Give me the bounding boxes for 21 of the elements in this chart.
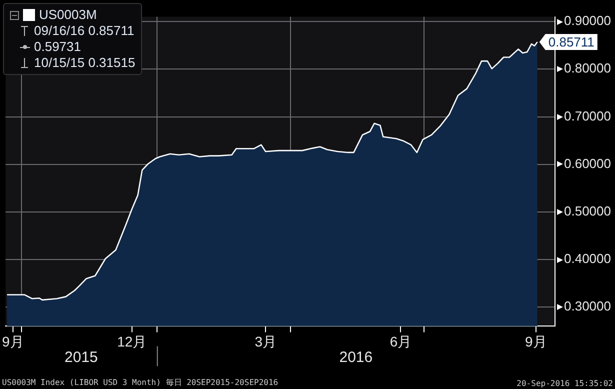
annotation: 0.59731: [34, 39, 81, 55]
x-tick-label: 9月: [2, 333, 24, 350]
x-tick-label: 9月: [525, 333, 547, 350]
x-tick-label: 3月: [254, 333, 276, 350]
y-tick-label: 0.90000: [564, 13, 611, 28]
annotation: 10/15/15 0.31515: [34, 55, 136, 71]
text: 2015: [64, 348, 98, 366]
y-tick-label: 0.80000: [564, 60, 611, 76]
text: 2016: [339, 348, 373, 366]
data-label: 0.85711: [548, 34, 594, 50]
x-tick-label: 12月: [117, 333, 147, 350]
y-tick-label: 0.50000: [564, 204, 611, 219]
legend-label: US0003M: [39, 7, 97, 23]
text: US0003M Index (LIBOR USD 3 Month) 毎日 20SEP2015-20SEP2016: [2, 377, 278, 388]
annotation: 09/16/16 0.85711: [34, 23, 134, 39]
y-tick-label: 0.60000: [564, 156, 611, 171]
y-tick-label: 0.40000: [564, 251, 611, 266]
text: 20-Sep-2016 15:35:02: [516, 379, 613, 388]
y-tick-label: 0.70000: [564, 108, 611, 124]
y-tick-label: 0.30000: [564, 298, 611, 314]
x-tick-label: 6月: [390, 333, 412, 350]
